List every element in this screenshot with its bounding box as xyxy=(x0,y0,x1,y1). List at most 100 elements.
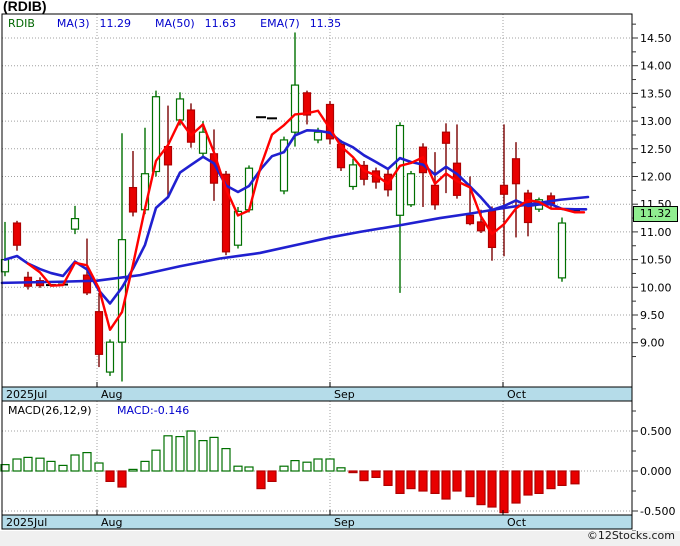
macd-bar xyxy=(452,470,462,492)
last-price-marker: 11.32 xyxy=(633,206,678,222)
macd-bar xyxy=(163,435,173,472)
macd-bar xyxy=(267,470,277,482)
ma50-value: 11.63 xyxy=(204,17,237,30)
price-axis-label: 13.50 xyxy=(640,87,672,100)
up-candle-body xyxy=(406,173,416,206)
macd-bar xyxy=(371,470,381,479)
macd-bar xyxy=(465,470,475,498)
symbol-label: RDIB xyxy=(8,17,35,30)
up-candle-body xyxy=(175,98,185,121)
macd-bar xyxy=(151,449,161,472)
macd-bar xyxy=(244,466,254,472)
down-candle-body xyxy=(128,186,138,213)
price-axis-label: 9.50 xyxy=(640,309,665,322)
macd-params-label: MACD(26,12,9) xyxy=(8,404,92,417)
watermark: ©12Stocks.com xyxy=(586,529,675,542)
down-candle-body xyxy=(476,221,486,232)
up-candle-body xyxy=(198,131,208,154)
down-candle-body xyxy=(511,158,521,185)
up-candle-body xyxy=(233,210,243,246)
up-candle-body xyxy=(151,96,161,173)
macd-axis-label: 0.000 xyxy=(640,465,672,478)
month-label-lower: Oct xyxy=(507,516,527,529)
up-candle-body xyxy=(290,84,300,133)
macd-bar xyxy=(221,448,231,472)
macd-bar xyxy=(186,430,196,472)
up-candle-body xyxy=(105,341,115,373)
date-bar-lower xyxy=(1,514,633,530)
down-candle-body xyxy=(94,311,104,355)
macd-bar xyxy=(82,452,92,472)
macd-bar xyxy=(290,460,300,472)
month-label-upper: Sep xyxy=(334,388,355,401)
macd-axis-label: -0.500 xyxy=(640,505,675,518)
macd-bar xyxy=(58,464,68,472)
macd-bar xyxy=(557,470,567,486)
macd-bar xyxy=(395,470,405,494)
up-candle-body xyxy=(348,164,358,188)
macd-bar xyxy=(12,458,22,472)
macd-bar xyxy=(487,470,497,508)
macd-bar xyxy=(94,462,104,472)
macd-bar xyxy=(70,454,80,472)
ma3-label: MA(3) xyxy=(56,17,90,30)
macd-bar xyxy=(534,470,544,494)
macd-bar xyxy=(0,464,10,472)
price-axis-label: 14.00 xyxy=(640,60,672,73)
price-axis-label: 13.00 xyxy=(640,115,672,128)
ema7-value: 11.35 xyxy=(309,17,342,30)
down-candle-body xyxy=(302,92,312,116)
macd-bar xyxy=(23,456,33,472)
down-candle-body xyxy=(221,173,231,253)
ma50-label: MA(50) xyxy=(155,17,195,30)
up-candle-body xyxy=(70,218,80,230)
price-axis-label: 11.00 xyxy=(640,226,672,239)
down-candle-body xyxy=(82,274,92,294)
macd-bar xyxy=(476,470,486,506)
price-axis-label: 10.00 xyxy=(640,281,672,294)
macd-bar xyxy=(441,470,451,500)
up-candle-body xyxy=(279,139,289,192)
down-candle-body xyxy=(465,214,475,225)
ma3-line xyxy=(26,109,586,331)
price-axis-label: 14.50 xyxy=(640,32,672,45)
macd-bar xyxy=(302,461,312,472)
macd-bar xyxy=(336,467,346,472)
macd-value-label: MACD:-0.146 xyxy=(117,404,190,417)
price-axis-label: 12.50 xyxy=(640,143,672,156)
macd-bar xyxy=(570,470,580,485)
macd-bar xyxy=(175,436,185,472)
macd-bar xyxy=(359,470,369,482)
price-axis-label: 12.00 xyxy=(640,171,672,184)
date-bar-upper xyxy=(1,386,633,402)
down-candle-body xyxy=(186,109,196,143)
up-candle-body xyxy=(0,259,10,273)
macd-bar xyxy=(523,470,533,496)
macd-bar xyxy=(406,470,416,490)
macd-bar xyxy=(256,470,266,490)
macd-bar xyxy=(233,465,243,472)
page-title: (RDIB) xyxy=(3,0,47,14)
down-candle-body xyxy=(441,131,451,144)
down-candle-body xyxy=(523,192,533,224)
macd-bar xyxy=(140,460,150,472)
price-axis-label: 10.50 xyxy=(640,254,672,267)
macd-bar xyxy=(105,470,115,482)
up-candle-body xyxy=(313,131,323,141)
ema7-line xyxy=(3,128,588,305)
macd-bar xyxy=(46,460,56,472)
macd-bar xyxy=(198,440,208,472)
ma3-value: 11.29 xyxy=(99,17,132,30)
month-label-lower: Aug xyxy=(101,516,122,529)
macd-bar xyxy=(383,470,393,486)
macd-bar xyxy=(348,470,358,474)
footer-strip xyxy=(0,531,680,546)
macd-bar xyxy=(35,457,45,472)
price-axis-label: 9.00 xyxy=(640,337,665,350)
macd-bar xyxy=(117,470,127,488)
macd-bar xyxy=(430,470,440,494)
month-label-lower: 2025Jul xyxy=(6,516,47,529)
month-label-upper: Oct xyxy=(507,388,527,401)
down-candle-body xyxy=(499,184,509,195)
